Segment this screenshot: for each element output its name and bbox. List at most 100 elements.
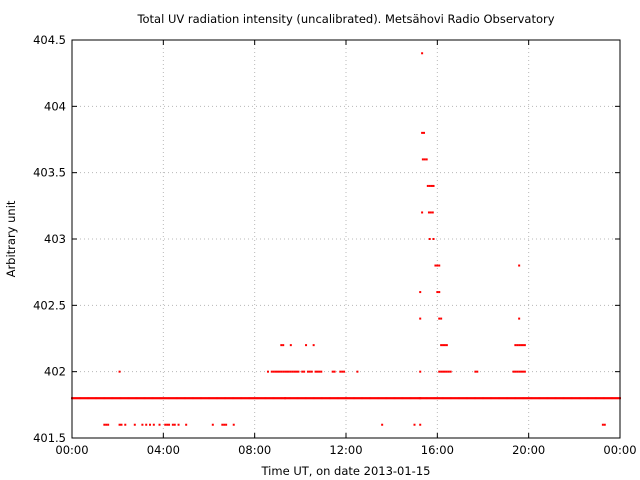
data-point: [474, 370, 477, 373]
data-point: [253, 397, 256, 400]
data-point: [362, 397, 365, 400]
data-point: [445, 344, 448, 347]
y-tick-label: 402.5: [33, 298, 66, 312]
data-point: [595, 397, 598, 400]
data-point: [190, 397, 193, 400]
data-point: [282, 370, 285, 373]
data-point: [600, 397, 603, 400]
data-point: [85, 397, 88, 400]
data-point: [502, 397, 505, 400]
data-point: [314, 397, 317, 400]
data-point: [565, 397, 568, 400]
data-point: [421, 52, 424, 55]
data-point: [583, 397, 586, 400]
data-point: [198, 397, 201, 400]
data-point: [389, 397, 392, 400]
data-point: [251, 397, 254, 400]
data-point: [80, 397, 83, 400]
data-point: [606, 397, 609, 400]
y-axis-label: Arbitrary unit: [4, 200, 18, 277]
data-point: [233, 397, 236, 400]
data-point: [414, 397, 417, 400]
data-point: [548, 397, 551, 400]
data-point: [150, 397, 153, 400]
data-point: [152, 423, 155, 426]
data-point: [142, 397, 145, 400]
data-point: [436, 264, 439, 267]
data-point: [549, 397, 552, 400]
data-point: [185, 397, 188, 400]
data-point: [287, 370, 290, 373]
data-point: [523, 344, 526, 347]
data-point: [73, 397, 76, 400]
data-point: [140, 397, 143, 400]
axis-ticks: [71, 39, 621, 439]
data-point: [145, 397, 148, 400]
data-point: [440, 344, 443, 347]
data-point: [428, 184, 431, 187]
data-point: [442, 370, 445, 373]
data-point: [601, 397, 604, 400]
data-point: [282, 344, 285, 347]
data-point: [380, 397, 383, 400]
data-point: [605, 397, 608, 400]
data-point: [365, 397, 368, 400]
data-point: [209, 397, 212, 400]
data-point: [118, 423, 121, 426]
data-point: [189, 397, 192, 400]
data-point: [316, 370, 319, 373]
data-point: [116, 397, 119, 400]
data-point: [164, 397, 167, 400]
data-point: [479, 397, 482, 400]
x-tick-label: 12:00: [329, 443, 362, 457]
data-point: [320, 370, 323, 373]
data-point: [459, 397, 462, 400]
data-point: [208, 397, 210, 400]
data-point: [121, 397, 124, 400]
data-point: [133, 397, 136, 400]
data-point: [225, 423, 228, 426]
data-point: [163, 397, 166, 400]
data-point: [516, 370, 519, 373]
data-point: [192, 397, 195, 400]
data-point: [148, 397, 151, 400]
data-point: [552, 397, 555, 400]
data-point: [467, 397, 470, 400]
data-point: [229, 397, 232, 400]
data-point: [423, 397, 426, 400]
data-point: [387, 397, 390, 400]
data-point: [295, 397, 298, 400]
data-point: [211, 423, 214, 426]
data-point: [537, 397, 540, 400]
data-point: [413, 397, 416, 400]
data-point: [223, 423, 226, 426]
data-point: [289, 397, 292, 400]
data-point: [442, 397, 445, 400]
data-point: [269, 397, 272, 400]
data-point: [474, 397, 477, 400]
data-point: [295, 370, 298, 373]
data-point: [446, 397, 449, 400]
data-point: [284, 397, 287, 400]
data-point: [590, 397, 593, 400]
data-point: [544, 397, 547, 400]
data-point: [157, 397, 160, 400]
data-point: [381, 397, 384, 400]
data-point: [301, 370, 304, 373]
data-point: [263, 397, 266, 400]
data-point: [545, 397, 548, 400]
data-point: [187, 397, 190, 400]
data-point: [136, 397, 139, 400]
data-point: [503, 397, 506, 400]
data-point: [117, 397, 120, 400]
data-point: [518, 370, 521, 373]
data-point: [133, 423, 136, 426]
data-point: [564, 397, 567, 400]
data-point: [218, 397, 221, 400]
data-point: [540, 397, 543, 400]
data-point: [203, 397, 206, 400]
data-point: [410, 397, 413, 400]
data-point: [325, 397, 328, 400]
data-point: [246, 397, 249, 400]
data-point: [93, 397, 96, 400]
